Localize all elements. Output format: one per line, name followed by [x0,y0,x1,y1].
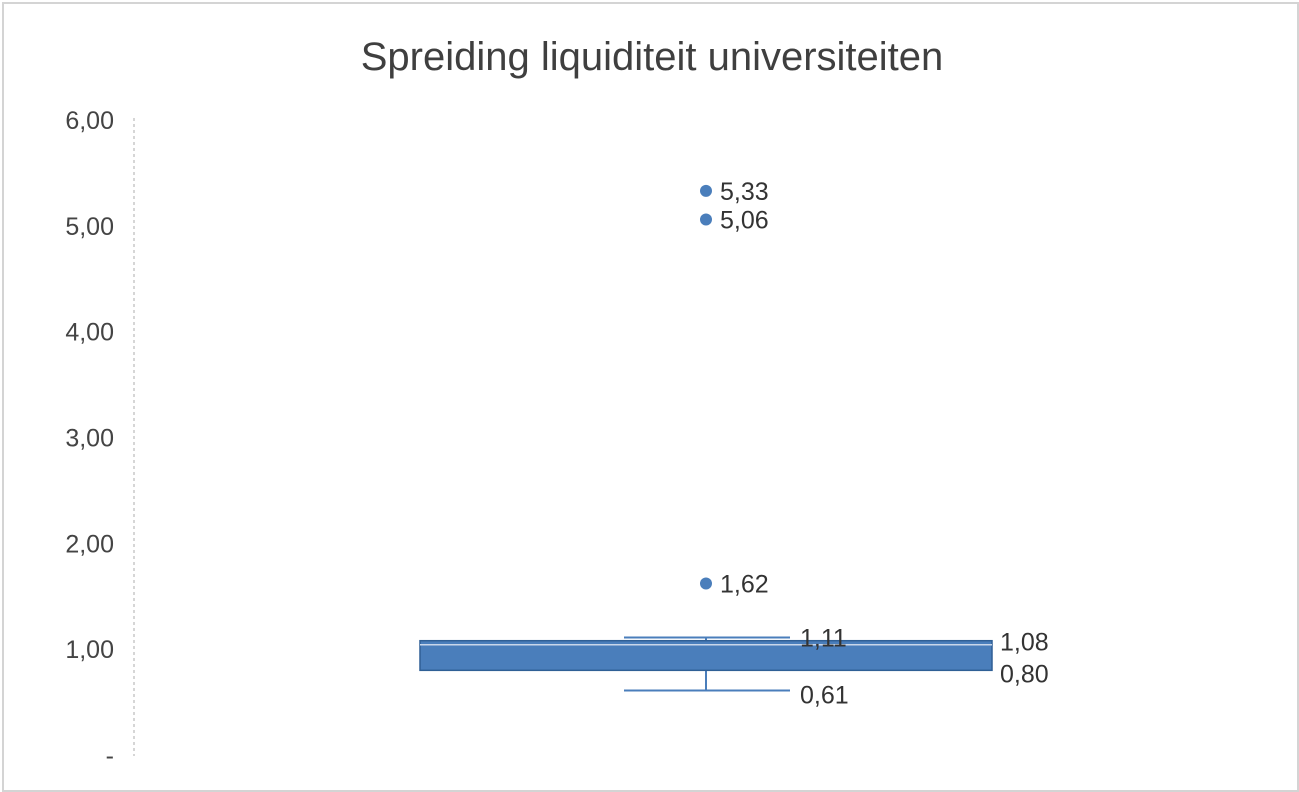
whisker-high-label: 1,11 [800,625,847,653]
boxplot-chart: Spreiding liquiditeit universiteiten - 1,… [65,35,1049,770]
q1-label: 0,80 [1000,660,1049,688]
whisker-low-label: 0,61 [800,681,849,709]
outlier-point [700,213,712,226]
y-tick-label: 3,00 [65,425,114,453]
y-tick-label: - [106,742,114,770]
y-tick-label: 4,00 [65,319,114,347]
outlier-point [700,184,712,197]
box-iqr [419,639,993,672]
y-axis-ticks: - 1,00 2,00 3,00 4,00 5,00 6,00 [65,107,114,770]
outlier-point [700,577,712,590]
y-tick-label: 2,00 [65,530,114,558]
q3-label: 1,08 [1000,629,1049,657]
outlier-label: 5,33 [720,178,769,206]
plot-area: 1,11 0,61 1,08 0,80 1,62 5,065,33 [419,178,1049,709]
y-tick-label: 5,00 [65,213,114,241]
y-tick-label: 1,00 [65,636,114,664]
y-tick-label: 6,00 [65,107,114,135]
chart-title: Spreiding liquiditeit universiteiten [361,35,944,79]
outlier-label: 1,62 [720,571,769,599]
outlier-label: 5,06 [720,206,769,234]
